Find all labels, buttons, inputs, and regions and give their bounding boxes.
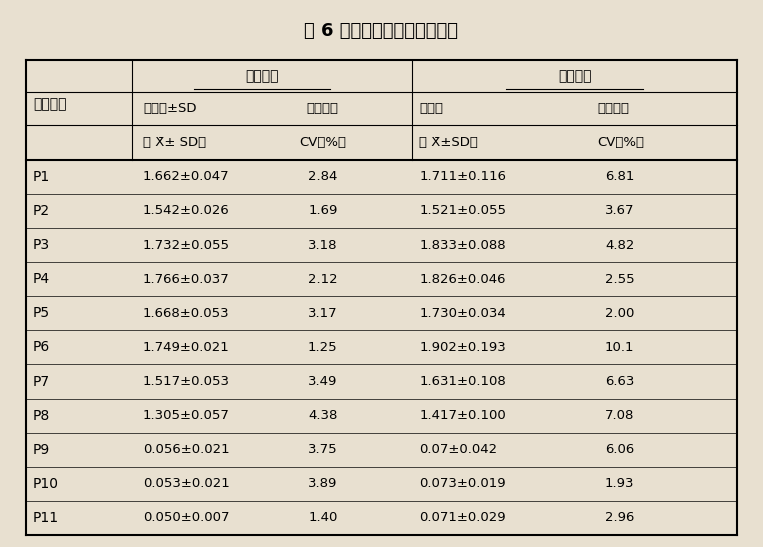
Text: 7.08: 7.08 xyxy=(605,409,634,422)
Text: 1.766±0.037: 1.766±0.037 xyxy=(143,273,230,286)
Text: 1.521±0.055: 1.521±0.055 xyxy=(420,205,507,218)
Text: 1.25: 1.25 xyxy=(308,341,337,354)
Text: 1.305±0.057: 1.305±0.057 xyxy=(143,409,230,422)
Text: P11: P11 xyxy=(33,511,60,525)
Text: 6.63: 6.63 xyxy=(605,375,634,388)
Text: 1.668±0.053: 1.668±0.053 xyxy=(143,307,230,320)
Text: CV（%）: CV（%） xyxy=(597,136,645,149)
Text: 6.81: 6.81 xyxy=(605,170,634,183)
Text: 平均数: 平均数 xyxy=(420,102,443,115)
Text: P5: P5 xyxy=(33,306,50,321)
Text: （ X̄± SD）: （ X̄± SD） xyxy=(143,136,206,149)
Text: 1.69: 1.69 xyxy=(308,205,337,218)
Text: 6.06: 6.06 xyxy=(605,443,634,456)
Text: 1.517±0.053: 1.517±0.053 xyxy=(143,375,230,388)
Text: 2.12: 2.12 xyxy=(308,273,337,286)
Text: P9: P9 xyxy=(33,443,50,457)
Text: 样品序号: 样品序号 xyxy=(33,97,66,111)
Text: 2.96: 2.96 xyxy=(605,511,634,525)
Text: 2.84: 2.84 xyxy=(308,170,337,183)
Text: 0.07±0.042: 0.07±0.042 xyxy=(420,443,497,456)
Text: 批内重复: 批内重复 xyxy=(246,69,279,83)
Text: 1.749±0.021: 1.749±0.021 xyxy=(143,341,230,354)
Text: 1.417±0.100: 1.417±0.100 xyxy=(420,409,506,422)
Text: 1.93: 1.93 xyxy=(605,478,635,490)
Text: 平均数±SD: 平均数±SD xyxy=(143,102,196,115)
Text: 4.38: 4.38 xyxy=(308,409,337,422)
Text: 1.631±0.108: 1.631±0.108 xyxy=(420,375,506,388)
Text: 3.18: 3.18 xyxy=(308,238,337,252)
Text: P6: P6 xyxy=(33,340,50,354)
Text: 0.050±0.007: 0.050±0.007 xyxy=(143,511,230,525)
Text: 1.40: 1.40 xyxy=(308,511,337,525)
Text: 表 6 批内批间重复性试验结果: 表 6 批内批间重复性试验结果 xyxy=(304,22,459,40)
Text: 10.1: 10.1 xyxy=(605,341,635,354)
Text: P8: P8 xyxy=(33,409,50,423)
Text: 1.732±0.055: 1.732±0.055 xyxy=(143,238,230,252)
Text: 变异系数: 变异系数 xyxy=(307,102,339,115)
Text: 2.00: 2.00 xyxy=(605,307,634,320)
Text: 1.711±0.116: 1.711±0.116 xyxy=(420,170,507,183)
Text: 0.071±0.029: 0.071±0.029 xyxy=(420,511,506,525)
Text: （ X̄±SD）: （ X̄±SD） xyxy=(420,136,478,149)
Text: 变异系数: 变异系数 xyxy=(597,102,629,115)
Text: 4.82: 4.82 xyxy=(605,238,634,252)
Text: 1.542±0.026: 1.542±0.026 xyxy=(143,205,230,218)
Text: P7: P7 xyxy=(33,375,50,388)
Text: 0.056±0.021: 0.056±0.021 xyxy=(143,443,230,456)
Text: 1.662±0.047: 1.662±0.047 xyxy=(143,170,230,183)
Text: 3.49: 3.49 xyxy=(308,375,337,388)
Text: 3.75: 3.75 xyxy=(308,443,337,456)
Text: 批间重复: 批间重复 xyxy=(558,69,591,83)
Text: P4: P4 xyxy=(33,272,50,286)
Text: 0.053±0.021: 0.053±0.021 xyxy=(143,478,230,490)
Text: 1.730±0.034: 1.730±0.034 xyxy=(420,307,506,320)
Text: 1.902±0.193: 1.902±0.193 xyxy=(420,341,506,354)
Text: 1.833±0.088: 1.833±0.088 xyxy=(420,238,506,252)
Text: 3.89: 3.89 xyxy=(308,478,337,490)
Text: 0.073±0.019: 0.073±0.019 xyxy=(420,478,506,490)
Text: 2.55: 2.55 xyxy=(605,273,635,286)
Text: 3.17: 3.17 xyxy=(308,307,337,320)
Text: P1: P1 xyxy=(33,170,50,184)
Text: 1.826±0.046: 1.826±0.046 xyxy=(420,273,506,286)
Text: P10: P10 xyxy=(33,477,59,491)
Text: CV（%）: CV（%） xyxy=(299,136,346,149)
Text: P3: P3 xyxy=(33,238,50,252)
Text: 3.67: 3.67 xyxy=(605,205,635,218)
Text: P2: P2 xyxy=(33,204,50,218)
